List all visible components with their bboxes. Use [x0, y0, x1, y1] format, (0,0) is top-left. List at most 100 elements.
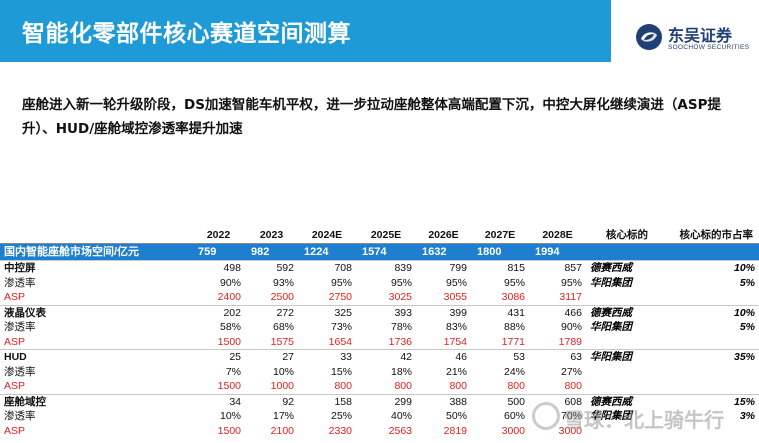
- core-company-share: 10%: [654, 304, 759, 320]
- row-value: 7%: [225, 365, 241, 378]
- row-value: 25: [192, 349, 245, 365]
- core-company-share: [654, 290, 759, 305]
- core-company-share: 5%: [739, 276, 755, 289]
- core-company: [586, 365, 654, 380]
- row-value: 800: [334, 380, 352, 393]
- row-value: 325: [298, 304, 356, 320]
- table-row: ASP 1500 2100 2330 2563 2819 3000 3000: [0, 424, 759, 439]
- row-value: 466: [529, 304, 586, 320]
- table-header-row: 2022 2023 2024E 2025E 2026E 2027E 2028E …: [0, 227, 759, 244]
- row-value: 1771: [501, 335, 525, 348]
- row-value: 800: [564, 380, 582, 393]
- row-value: 15%: [330, 365, 352, 378]
- row-value: 1789: [558, 335, 582, 348]
- table-row: 渗透率 10% 17% 25% 40% 50% 60% 70% 华阳集团 3%: [0, 409, 759, 424]
- row-value: 58%: [219, 321, 241, 334]
- row-value: 2500: [270, 291, 294, 304]
- header-cell: 2023: [245, 227, 298, 244]
- row-value: 393: [356, 304, 416, 320]
- core-company: 德赛西威: [586, 393, 654, 409]
- row-value: 73%: [330, 321, 352, 334]
- market-value: 1800: [471, 243, 529, 261]
- header-cell: 2024E: [298, 227, 356, 244]
- row-value: 2330: [328, 424, 352, 437]
- row-value: 2819: [443, 424, 467, 437]
- core-company: 德赛西威: [586, 304, 654, 320]
- row-value: 608: [529, 393, 586, 409]
- market-value: 1574: [356, 243, 416, 261]
- row-value: 17%: [272, 410, 294, 423]
- row-label: ASP: [4, 424, 26, 437]
- row-value: 158: [298, 393, 356, 409]
- row-value: 1500: [217, 380, 241, 393]
- core-company-share: [654, 335, 759, 350]
- logo-english: SOOCHOW SECURITIES: [668, 44, 750, 51]
- row-value: 3117: [559, 291, 582, 304]
- row-value: 1736: [388, 335, 412, 348]
- market-value: 1994: [529, 243, 586, 261]
- company-logo: 东吴证券 SOOCHOW SECURITIES: [634, 22, 754, 58]
- row-value: 2100: [270, 424, 294, 437]
- row-value: 50%: [445, 410, 467, 423]
- row-value: 95%: [560, 276, 582, 289]
- row-value: 83%: [445, 321, 467, 334]
- row-value: 3025: [388, 291, 412, 304]
- row-label: 座舱域控: [0, 393, 192, 409]
- market-value: 759: [192, 243, 245, 261]
- row-value: 93%: [272, 276, 294, 289]
- market-label: 国内智能座舱市场空间/亿元: [0, 243, 192, 261]
- row-value: 857: [529, 260, 586, 276]
- row-value: 498: [192, 260, 245, 276]
- row-value: 27: [245, 349, 298, 365]
- row-value: 90%: [560, 321, 582, 334]
- row-value: 1500: [217, 424, 241, 437]
- row-value: 78%: [390, 321, 412, 334]
- row-value: 800: [394, 380, 412, 393]
- header-cell: 核心标的: [586, 227, 654, 244]
- table-row: ASP 1500 1000 800 800 800 800 800: [0, 379, 759, 394]
- row-value: 24%: [503, 365, 525, 378]
- header-cell: 2028E: [529, 227, 586, 244]
- row-label: ASP: [4, 291, 26, 304]
- row-value: 60%: [503, 410, 525, 423]
- row-value: 1575: [270, 335, 294, 348]
- row-value: 1000: [270, 380, 294, 393]
- table-row: 中控屏 498 592 708 839 799 815 857 德赛西威 10%: [0, 260, 759, 276]
- core-company: [586, 290, 654, 305]
- row-label: 渗透率: [4, 321, 36, 334]
- row-value: 800: [507, 380, 525, 393]
- row-label: ASP: [4, 380, 26, 393]
- core-company-share: [654, 424, 759, 439]
- table-row: ASP 1500 1575 1654 1736 1754 1771 1789: [0, 335, 759, 350]
- market-value: 982: [245, 243, 298, 261]
- core-company-share: [654, 365, 759, 380]
- logo-name: 东吴证券: [668, 26, 733, 45]
- row-label: 中控屏: [0, 260, 192, 276]
- row-value: 800: [449, 380, 467, 393]
- header-cell: [0, 227, 192, 244]
- core-company: [586, 424, 654, 439]
- slide-header: 智能化零部件核心赛道空间测算: [0, 0, 611, 62]
- core-company-share: 3%: [739, 410, 755, 423]
- row-value: 500: [471, 393, 529, 409]
- page-title: 智能化零部件核心赛道空间测算: [22, 21, 351, 47]
- row-value: 299: [356, 393, 416, 409]
- row-value: 388: [416, 393, 471, 409]
- core-company: 华阳集团: [586, 349, 654, 365]
- row-value: 40%: [390, 410, 412, 423]
- row-value: 21%: [445, 365, 467, 378]
- soochow-logo-icon: [636, 24, 662, 50]
- row-value: 1654: [328, 335, 352, 348]
- row-value: 25%: [330, 410, 352, 423]
- row-value: 92: [245, 393, 298, 409]
- row-label: 渗透率: [4, 410, 36, 423]
- row-value: 42: [356, 349, 416, 365]
- core-company: 德赛西威: [586, 260, 654, 276]
- row-value: 202: [192, 304, 245, 320]
- row-value: 708: [298, 260, 356, 276]
- row-value: 10%: [272, 365, 294, 378]
- core-company: [586, 335, 654, 350]
- table-row: 液晶仪表 202 272 325 393 399 431 466 德赛西威 10%: [0, 304, 759, 320]
- core-company: [586, 379, 654, 394]
- table-row: 渗透率 7% 10% 15% 18% 21% 24% 27%: [0, 365, 759, 380]
